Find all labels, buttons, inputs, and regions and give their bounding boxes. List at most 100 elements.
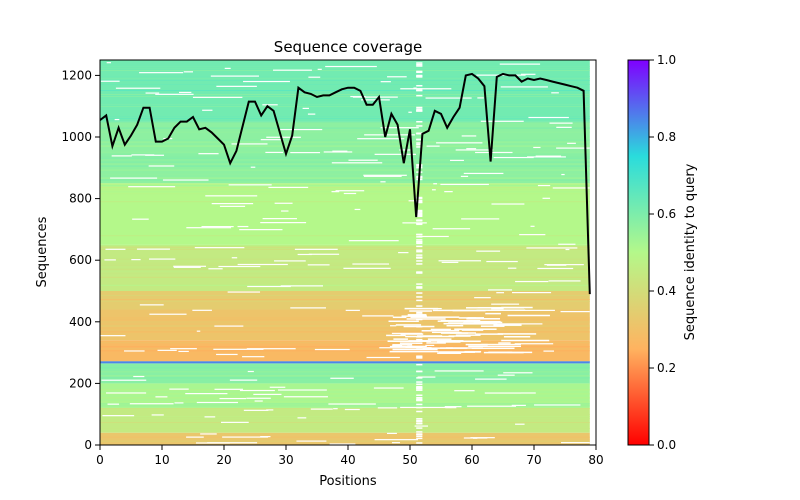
colorbar-axis: 0.0 0.2 0.4 0.6 0.8 1.0 [649, 53, 676, 452]
coverage-gap [388, 320, 419, 322]
coverage-gap [224, 67, 231, 69]
coverage-gap [392, 348, 438, 351]
heatmap-row [100, 331, 590, 333]
heatmap-row [100, 246, 590, 248]
heatmap-row [100, 161, 590, 163]
coverage-gap [561, 442, 590, 444]
coverage-gap [416, 363, 423, 366]
heatmap-gaps [100, 62, 590, 445]
coverage-gap [400, 88, 452, 90]
coverage-gap [115, 87, 161, 89]
coverage-gap [446, 324, 464, 327]
coverage-gap [474, 297, 491, 299]
coverage-gap [260, 139, 284, 141]
coverage-gap [552, 187, 590, 189]
coverage-gap [416, 286, 423, 288]
heatmap-row [100, 189, 590, 191]
heatmap-row [100, 350, 590, 352]
coverage-gap [201, 225, 234, 228]
coverage-gap [314, 348, 350, 351]
coverage-gap [416, 75, 423, 78]
heatmap-row [100, 169, 590, 171]
coverage-gap [228, 184, 272, 186]
heatmap-row [100, 78, 590, 79]
coverage-gap [380, 81, 391, 83]
coverage-gap [416, 383, 423, 386]
coverage-gap [416, 435, 423, 438]
coverage-gap [416, 403, 423, 406]
coverage-gap [475, 378, 507, 380]
coverage-gap [219, 205, 246, 207]
coverage-gap [527, 156, 566, 158]
heatmap-row [100, 317, 590, 319]
coverage-gap [207, 442, 258, 444]
heatmap-row [100, 127, 590, 129]
colorbar-tick-label: 0.0 [657, 438, 676, 452]
coverage-gap [400, 406, 452, 409]
coverage-gap [416, 106, 423, 109]
x-tick-label: 20 [216, 453, 231, 467]
coverage-gap [185, 392, 228, 395]
coverage-gap [477, 97, 484, 99]
coverage-gap [260, 435, 271, 438]
coverage-gap [438, 260, 481, 262]
coverage-gap [514, 309, 555, 311]
coverage-gap [214, 388, 244, 390]
coverage-gap [101, 379, 147, 381]
heatmap-row [100, 428, 590, 430]
coverage-gap [416, 242, 423, 245]
heatmap-row [100, 262, 590, 264]
coverage-gap [567, 142, 576, 144]
coverage-gap [374, 439, 419, 441]
coverage-gap [507, 267, 517, 269]
heatmap-row [100, 141, 590, 143]
coverage-gap [186, 436, 204, 438]
coverage-gap [179, 91, 192, 94]
coverage-gap [173, 266, 201, 268]
heatmap-row [100, 299, 590, 300]
coverage-gap [491, 203, 525, 205]
heatmap-row [100, 165, 590, 167]
coverage-gap [308, 76, 321, 78]
coverage-gap [463, 172, 504, 175]
coverage-gap [262, 104, 278, 106]
coverage-gap [262, 218, 297, 220]
coverage-gap [157, 349, 177, 351]
coverage-gap [390, 325, 397, 327]
coverage-gap [183, 71, 194, 73]
y-axis: 0 200 400 600 800 1000 1200 [61, 68, 100, 452]
heatmap-row [100, 264, 590, 266]
coverage-gap [307, 113, 316, 115]
coverage-gap [416, 394, 423, 397]
heatmap-row [100, 389, 590, 391]
coverage-gap [399, 342, 423, 344]
coverage-gap [416, 132, 423, 135]
heatmap-row [100, 422, 590, 424]
coverage-gap [106, 62, 111, 64]
coverage-gap [432, 309, 480, 312]
coverage-gap [196, 401, 238, 404]
coverage-gap [496, 292, 505, 294]
heatmap-row [100, 383, 590, 385]
coverage-gap [416, 214, 423, 216]
coverage-gap [418, 235, 449, 238]
plot-area [100, 60, 591, 445]
coverage-gap [265, 151, 283, 154]
coverage-gap [162, 179, 209, 181]
coverage-gap [416, 342, 423, 344]
coverage-gap [454, 390, 475, 392]
coverage-gap [343, 267, 391, 269]
coverage-gap [416, 88, 423, 90]
x-tick-label: 0 [96, 453, 104, 467]
coverage-gap [448, 335, 471, 337]
heatmap-row [100, 270, 590, 272]
coverage-gap [198, 153, 219, 155]
coverage-gap [106, 392, 147, 394]
heatmap-row [100, 361, 590, 363]
coverage-gap [514, 343, 554, 345]
coverage-gap [325, 65, 377, 68]
coverage-gap [416, 271, 423, 273]
coverage-gap [392, 316, 407, 319]
coverage-gap [124, 350, 145, 352]
coverage-gap [499, 63, 541, 65]
